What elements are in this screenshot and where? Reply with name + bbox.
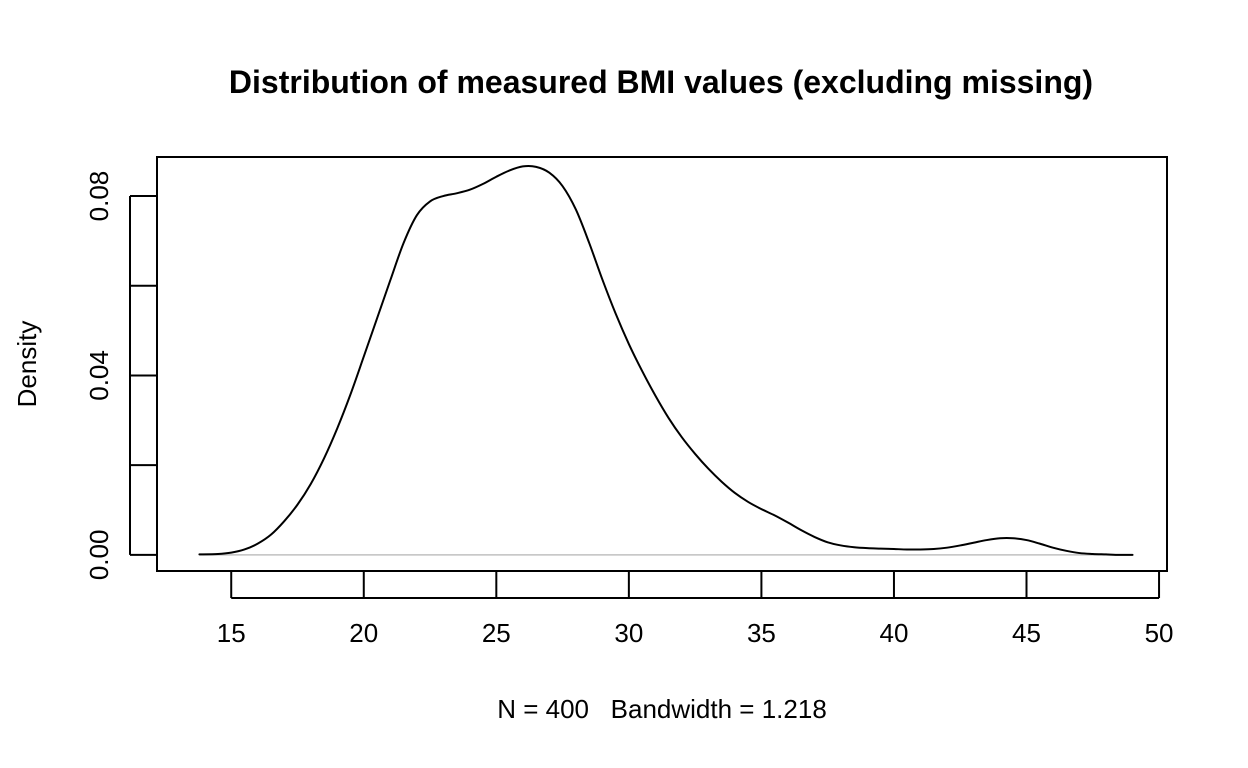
x-tick-label: 50 [1145, 618, 1174, 648]
y-tick-label: 0.00 [84, 530, 114, 581]
x-axis: 15 20 25 30 35 40 45 50 [217, 572, 1174, 648]
x-tick-label: 45 [1012, 618, 1041, 648]
y-axis-label: Density [12, 321, 42, 408]
x-tick-label: 25 [482, 618, 511, 648]
y-axis: 0.00 0.04 0.08 [84, 171, 156, 580]
x-tick-label: 20 [349, 618, 378, 648]
x-tick-label: 40 [879, 618, 908, 648]
density-curve [198, 165, 1134, 556]
x-axis-label: N = 400 Bandwidth = 1.218 [497, 694, 827, 724]
x-tick-label: 30 [614, 618, 643, 648]
y-tick-label: 0.04 [84, 350, 114, 401]
x-tick-label: 35 [747, 618, 776, 648]
plot-frame [156, 156, 1168, 572]
y-tick-label: 0.08 [84, 171, 114, 222]
x-tick-label: 15 [217, 618, 246, 648]
chart-title: Distribution of measured BMI values (exc… [229, 64, 1093, 100]
